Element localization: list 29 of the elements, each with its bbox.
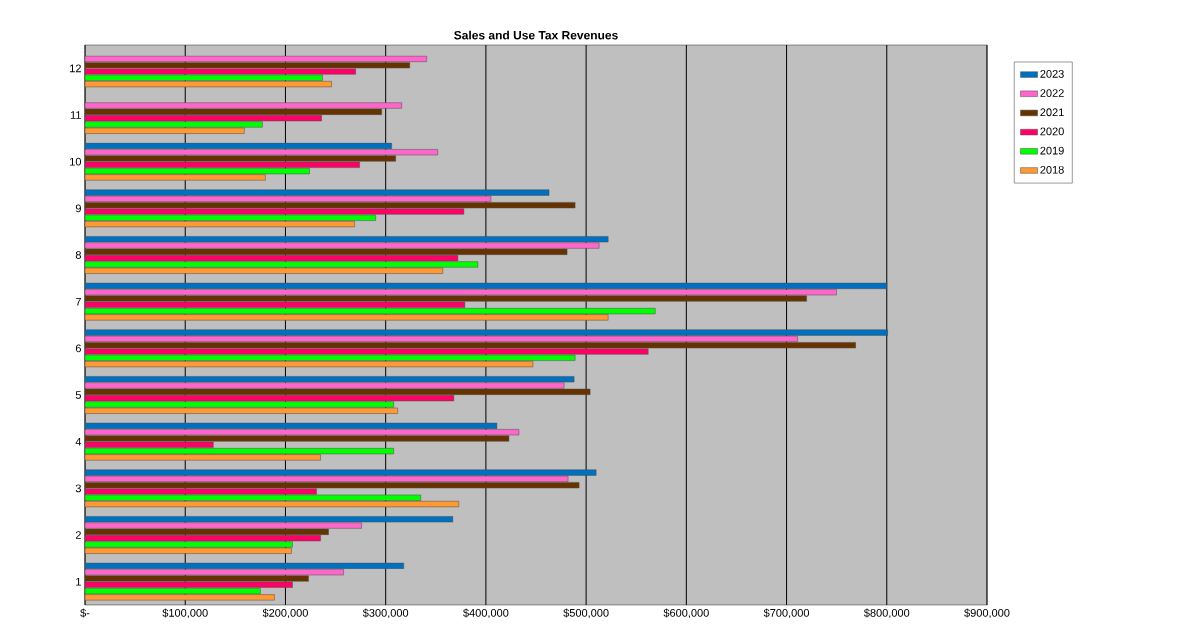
legend-label: 2022 <box>1040 89 1064 97</box>
x-tick-label: $400,000 <box>463 608 509 619</box>
x-tick-label: $300,000 <box>362 608 409 619</box>
x-tick-label: $500,000 <box>563 608 609 619</box>
x-tick-label: $900,000 <box>964 608 1010 619</box>
legend-label: 2018 <box>1040 165 1064 174</box>
legend-label: 2019 <box>1040 146 1064 155</box>
x-tick-label: $200,000 <box>262 608 308 619</box>
y-tick-label: 5 <box>75 391 81 399</box>
y-tick-label: 7 <box>75 297 81 306</box>
y-tick-label: 3 <box>75 484 81 493</box>
y-tick-label: 6 <box>75 344 81 353</box>
x-tick-label: $700,000 <box>763 608 810 619</box>
x-tick-label: $- <box>80 608 90 618</box>
x-tick-label: $600,000 <box>663 608 709 619</box>
y-tick-label: 9 <box>75 204 81 213</box>
chart-title: Sales and Use Tax Revenues <box>454 30 618 40</box>
y-tick-label: 10 <box>70 157 82 166</box>
y-tick-label: 2 <box>75 531 81 539</box>
legend-label: 2023 <box>1040 70 1064 78</box>
legend-label: 2021 <box>1040 108 1064 117</box>
y-tick-label: 11 <box>70 111 81 119</box>
y-tick-label: 1 <box>76 577 81 586</box>
legend-label: 2020 <box>1040 127 1064 136</box>
x-tick-label: $800,000 <box>863 608 910 619</box>
y-tick-label: 12 <box>70 64 81 73</box>
x-tick-label: $100,000 <box>162 608 208 619</box>
y-tick-label: 4 <box>75 437 82 446</box>
y-tick-label: 8 <box>75 251 81 259</box>
